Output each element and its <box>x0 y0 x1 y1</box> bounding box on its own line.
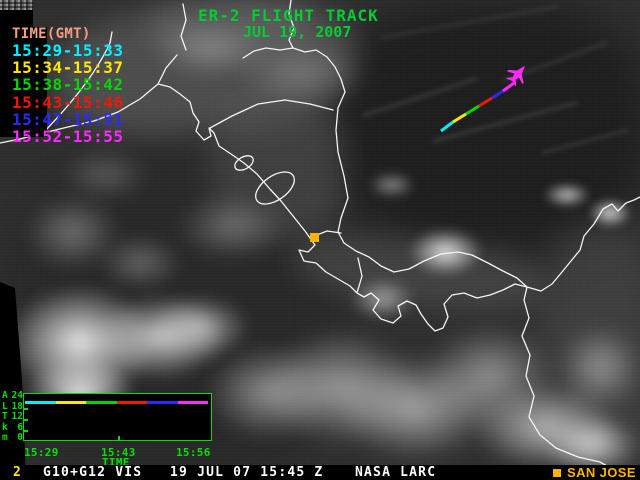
flight-track-segment <box>502 81 515 93</box>
legend-entry: 15:29-15:33 <box>12 41 124 60</box>
er2-aircraft-icon <box>506 65 526 87</box>
channel-number: 2 <box>13 465 23 480</box>
y-tick-label: 0 <box>17 432 23 444</box>
lake-managua <box>234 155 254 171</box>
y-axis-tick <box>24 408 28 410</box>
product-label: G10+G12 VIS <box>43 465 143 480</box>
altitude-trace-segment <box>147 401 178 404</box>
coastline-darien-pacific <box>521 286 608 467</box>
coastline-belize-bay <box>242 47 294 59</box>
cloud <box>558 325 640 410</box>
cloud <box>150 295 250 360</box>
altitude-plot <box>23 393 212 441</box>
cloud <box>150 22 270 77</box>
altitude-trace-segment <box>177 401 208 404</box>
y-axis-tick <box>24 430 28 432</box>
y-tick-label: 18 <box>11 400 23 412</box>
y-tick-label: 12 <box>11 411 23 423</box>
y-tick-label: 6 <box>17 421 23 433</box>
y-axis-tick <box>24 419 28 421</box>
legend-entry: 15:47-15:51 <box>12 109 124 129</box>
border-honduras-nicaragua <box>209 99 334 129</box>
altitude-trace-segment <box>55 401 86 404</box>
telemetry-noise-block <box>0 0 33 10</box>
datetime-label: 19 JUL 07 15:45 Z <box>170 465 324 480</box>
cloud <box>60 150 150 200</box>
land-nicaragua <box>210 95 345 240</box>
border-mexico-guatemala <box>42 31 113 134</box>
cloud <box>368 172 416 198</box>
y-axis-letter: A <box>2 390 8 401</box>
san-jose-marker <box>310 233 319 242</box>
lake-nicaragua <box>255 171 295 205</box>
border-guatemala-honduras <box>157 54 178 85</box>
y-axis-letter: T <box>2 411 8 423</box>
flight-track-segment <box>465 104 480 116</box>
status-bar: 2 G10+G12 VIS 19 JUL 07 15:45 Z NASA LAR… <box>0 465 640 480</box>
cloud <box>98 235 183 290</box>
time-legend: TIME(GMT) 15:29-15:33 15:34-15:37 15:38-… <box>12 26 123 145</box>
flight-track-segment <box>491 89 504 100</box>
legend-heading: TIME(GMT) <box>12 26 91 42</box>
san-jose-label: SAN JOSE <box>567 465 636 480</box>
x-tick-label: 15:56 <box>176 446 211 459</box>
flight-track-segment <box>478 96 493 108</box>
san-jose-legend-square <box>553 469 561 477</box>
page-title: ER-2 FLIGHT TRACK <box>198 6 379 25</box>
cloud <box>543 182 591 208</box>
x-axis-tick <box>118 436 120 440</box>
coastline-pacific <box>0 83 528 332</box>
legend-entry: 15:43-15:46 <box>12 92 124 112</box>
altitude-trace-segment <box>25 401 56 404</box>
cloud <box>25 195 120 270</box>
land-yucatan <box>150 0 310 55</box>
er2-flight-track <box>440 81 515 133</box>
flight-track-segment <box>440 120 454 133</box>
border-mexico-guatemala-north <box>180 3 187 51</box>
cloud <box>350 278 415 320</box>
legend-entry: 15:34-15:37 <box>12 58 124 78</box>
legend-entry: 15:52-15:55 <box>12 127 124 147</box>
legend-backdrop <box>0 10 47 137</box>
y-tick-label: 24 <box>11 390 23 401</box>
cloud <box>175 195 285 260</box>
x-tick-label: 15:29 <box>24 446 59 459</box>
coastline-caribbean <box>288 0 528 288</box>
altitude-trace-segment <box>116 401 147 404</box>
altitude-trace <box>25 401 208 404</box>
legend-entry: 15:38-15:42 <box>12 75 124 95</box>
y-axis-letter: m <box>2 432 8 444</box>
cloud <box>408 228 483 276</box>
flight-track-segment <box>452 112 467 124</box>
page-subtitle-date: JUL 19, 2007 <box>243 23 352 41</box>
agency-label: NASA LARC <box>355 465 437 480</box>
x-tick-label: 15:43 <box>101 446 136 459</box>
border-costarica-panama <box>356 257 363 294</box>
coastline-colombia-caribbean <box>526 196 640 292</box>
y-axis-letter: k <box>2 421 8 433</box>
y-axis-letter: L <box>2 400 8 412</box>
altitude-trace-segment <box>86 401 117 404</box>
